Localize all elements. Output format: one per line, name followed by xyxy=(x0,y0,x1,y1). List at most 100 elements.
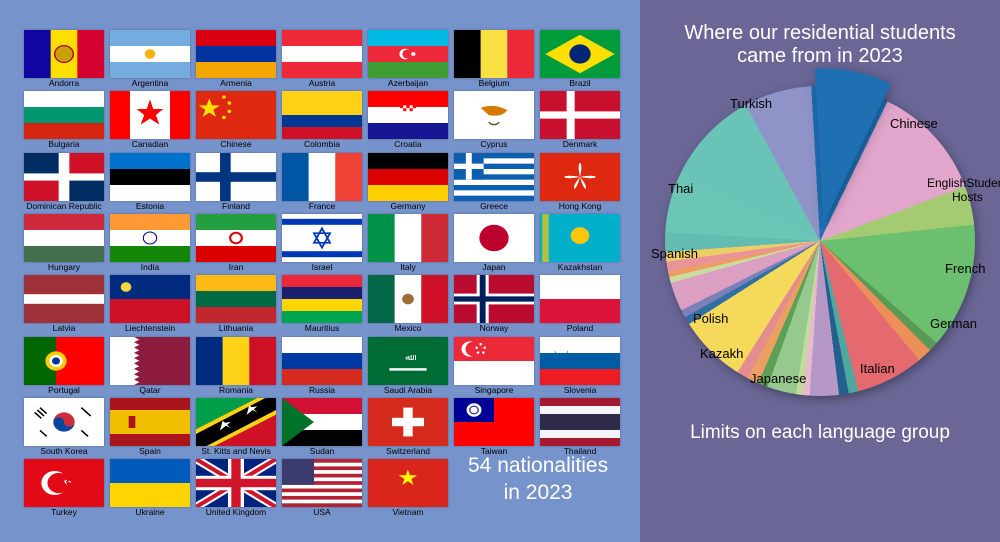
flag-label: France xyxy=(282,202,362,211)
pie-slice-label: Japanese xyxy=(750,371,806,386)
flag-cell: Germany xyxy=(368,153,448,211)
flag-label: Romania xyxy=(196,386,276,395)
flag-icon xyxy=(368,214,448,262)
pie-slice-label: Chinese xyxy=(890,116,938,131)
flag-icon xyxy=(24,275,104,323)
flag-icon xyxy=(368,153,448,201)
flag-cell: Chinese xyxy=(196,91,276,149)
pie-slice-label: Spanish xyxy=(651,246,698,261)
flag-icon xyxy=(196,275,276,323)
flag-label: Spain xyxy=(110,447,190,456)
flag-cell: India xyxy=(110,214,190,272)
flag-cell: Spain xyxy=(110,398,190,456)
flag-label: Portugal xyxy=(24,386,104,395)
flag-cell: Austria xyxy=(282,30,362,88)
flag-cell: Poland xyxy=(540,275,620,333)
flag-cell: Sudan xyxy=(282,398,362,456)
flag-icon xyxy=(24,153,104,201)
flag-icon xyxy=(540,214,620,262)
flags-grid: AndorraArgentina Armenia Austria Azerbaijan… xyxy=(24,30,620,518)
flag-label: Mexico xyxy=(368,324,448,333)
flag-icon xyxy=(454,337,534,385)
flag-cell: Greece xyxy=(454,153,534,211)
flag-cell: Cyprus xyxy=(454,91,534,149)
flag-label: Hungary xyxy=(24,263,104,272)
flag-label: Armenia xyxy=(196,79,276,88)
flag-cell: Argentina xyxy=(110,30,190,88)
flag-icon xyxy=(282,275,362,323)
flag-icon xyxy=(24,459,104,507)
flag-cell: Dominican Republic xyxy=(24,153,104,211)
flag-icon xyxy=(282,91,362,139)
flag-cell: Romania xyxy=(196,337,276,395)
flag-cell: Turkey xyxy=(24,459,104,517)
flag-icon xyxy=(368,275,448,323)
flag-label: Liechtenstein xyxy=(110,324,190,333)
flag-label: Saudi Arabia xyxy=(368,386,448,395)
flag-icon xyxy=(282,459,362,507)
flag-cell: Latvia xyxy=(24,275,104,333)
flag-label: Greece xyxy=(454,202,534,211)
flag-cell: Vietnam xyxy=(368,459,448,517)
flag-cell: Ukraine xyxy=(110,459,190,517)
flag-cell: Russia xyxy=(282,337,362,395)
flag-cell: Azerbaijan xyxy=(368,30,448,88)
flag-cell: Finland xyxy=(196,153,276,211)
flag-cell: Kazakhstan xyxy=(540,214,620,272)
flag-label: Italy xyxy=(368,263,448,272)
flag-cell: Mexico xyxy=(368,275,448,333)
flag-cell: Slovenia xyxy=(540,337,620,395)
flag-label: Finland xyxy=(196,202,276,211)
flags-panel: AndorraArgentina Armenia Austria Azerbaijan… xyxy=(0,0,640,542)
flag-icon xyxy=(540,30,620,78)
flag-label: Hong Kong xyxy=(540,202,620,211)
flag-label: Norway xyxy=(454,324,534,333)
flag-label: South Korea xyxy=(24,447,104,456)
flag-cell: Singapore xyxy=(454,337,534,395)
flag-icon xyxy=(282,337,362,385)
flag-cell: Andorra xyxy=(24,30,104,88)
flag-cell: Belgium xyxy=(454,30,534,88)
flag-icon xyxy=(368,91,448,139)
flag-cell: Hungary xyxy=(24,214,104,272)
flag-icon xyxy=(454,91,534,139)
flag-cell: Qatar xyxy=(110,337,190,395)
flag-icon: ﷲ xyxy=(368,337,448,385)
nationalities-caption: 54 nationalitiesin 2023 xyxy=(468,452,608,507)
flag-icon xyxy=(110,459,190,507)
flag-cell: Denmark xyxy=(540,91,620,149)
flag-icon xyxy=(368,398,448,446)
flag-cell: Colombia xyxy=(282,91,362,149)
flag-label: Slovenia xyxy=(540,386,620,395)
flag-cell: Italy xyxy=(368,214,448,272)
flag-icon xyxy=(110,275,190,323)
flag-icon xyxy=(454,153,534,201)
flag-cell: Armenia xyxy=(196,30,276,88)
flag-icon xyxy=(540,275,620,323)
flag-cell: Canadian xyxy=(110,91,190,149)
flag-cell: Switzerland xyxy=(368,398,448,456)
flag-label: Vietnam xyxy=(368,508,448,517)
flag-icon xyxy=(282,153,362,201)
flag-icon xyxy=(368,30,448,78)
pie-slice-label: Polish xyxy=(693,311,728,326)
flag-label: Japan xyxy=(454,263,534,272)
flag-label: Denmark xyxy=(540,140,620,149)
flag-label: USA xyxy=(282,508,362,517)
flag-label: Singapore xyxy=(454,386,534,395)
flag-cell: Bulgaria xyxy=(24,91,104,149)
flag-label: Belgium xyxy=(454,79,534,88)
flag-label: Bulgaria xyxy=(24,140,104,149)
flag-icon xyxy=(196,214,276,262)
flag-label: Iran xyxy=(196,263,276,272)
flag-label: Chinese xyxy=(196,140,276,149)
flag-label: Azerbaijan xyxy=(368,79,448,88)
flag-icon xyxy=(454,275,534,323)
flag-icon xyxy=(110,30,190,78)
flag-cell: France xyxy=(282,153,362,211)
flag-icon xyxy=(24,30,104,78)
flag-icon xyxy=(24,398,104,446)
flag-cell: Hong Kong xyxy=(540,153,620,211)
flag-icon xyxy=(368,459,448,507)
flag-icon xyxy=(196,459,276,507)
